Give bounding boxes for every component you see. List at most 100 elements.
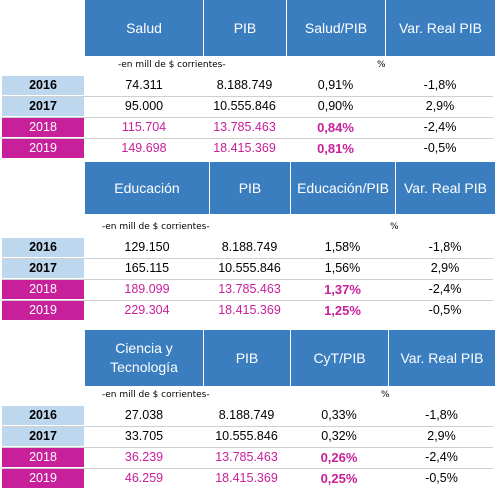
percent-note: % xyxy=(390,222,399,232)
year-cell: 2018 xyxy=(2,118,84,137)
percent-note: % xyxy=(381,390,390,400)
pib-cell: 13.785.463 xyxy=(213,120,276,134)
ratio-cell: 0,84% xyxy=(317,120,354,135)
row-divider xyxy=(2,96,493,97)
ratio-cell: 0,91% xyxy=(317,78,354,92)
value-cell: 46.259 xyxy=(124,471,164,485)
var-cell: -2,4% xyxy=(425,450,458,464)
var-cell: -1,8% xyxy=(423,78,457,92)
year-cell: 2016 xyxy=(2,76,84,95)
year-cell: 2017 xyxy=(2,259,84,278)
var-cell: -0,5% xyxy=(425,471,458,485)
header-var-real-pib: Var. Real PIB xyxy=(395,162,495,214)
table-row: 2016 27.038 8.188.749 0,33% -1,8% xyxy=(0,406,495,425)
table-row: 2016 74.311 8.188.749 0,91% -1,8% xyxy=(0,76,495,95)
row-divider xyxy=(2,447,493,448)
row-divider xyxy=(2,279,493,280)
ratio-cell: 1,58% xyxy=(324,240,361,254)
table-row: 2017 165.115 10.555.846 1,56% 2,9% xyxy=(0,259,495,278)
row-divider xyxy=(2,138,493,139)
header-pib: PIB xyxy=(209,162,290,214)
var-cell: 2,9% xyxy=(430,261,460,275)
year-cell: 2016 xyxy=(2,238,84,257)
header-pib: PIB xyxy=(203,330,290,386)
header-ciencia-tecnologia: Ciencia y Tecnología xyxy=(85,330,203,386)
table-row: 2018 115.704 13.785.463 0,84% -2,4% xyxy=(0,118,495,137)
header-salud: Salud xyxy=(85,0,203,56)
value-cell: 229.304 xyxy=(124,303,170,317)
ratio-cell: 1,56% xyxy=(324,261,361,275)
var-cell: 2,9% xyxy=(427,429,456,443)
var-cell: -0,5% xyxy=(428,303,462,317)
value-cell: 165.115 xyxy=(124,261,170,275)
ratio-cell: 1,25% xyxy=(324,303,361,318)
pib-cell: 13.785.463 xyxy=(215,450,278,464)
pib-cell: 8.188.749 xyxy=(218,408,275,422)
unit-note: -en mill de $ corrientes- xyxy=(102,390,210,400)
header-educacion: Educación xyxy=(85,162,209,214)
ratio-cell: 0,33% xyxy=(321,408,357,422)
row-divider xyxy=(2,426,493,427)
table-row: 2019 149.698 18.415.369 0,81% -0,5% xyxy=(0,139,495,158)
table-row: 2016 129.150 8.188.749 1,58% -1,8% xyxy=(0,238,495,257)
header-var-real-pib: Var. Real PIB xyxy=(385,0,495,56)
year-cell: 2019 xyxy=(2,469,84,488)
year-cell: 2019 xyxy=(2,301,84,320)
ratio-cell: 0,81% xyxy=(317,141,354,156)
value-cell: 129.150 xyxy=(124,240,170,254)
header-ratio: Educación/PIB xyxy=(290,162,395,214)
table-salud: Salud PIB Salud/PIB Var. Real PIB -en mi… xyxy=(0,0,495,166)
year-cell: 2018 xyxy=(2,280,84,299)
table-ciencia-tecnologia: Ciencia y Tecnología PIB CyT/PIB Var. Re… xyxy=(0,330,495,494)
year-cell: 2017 xyxy=(2,97,84,116)
percent-note: % xyxy=(377,60,386,70)
value-cell: 95.000 xyxy=(124,99,164,113)
row-divider xyxy=(2,300,493,301)
value-cell: 33.705 xyxy=(124,429,164,443)
pib-cell: 18.415.369 xyxy=(215,471,278,485)
ratio-cell: 0,25% xyxy=(320,471,358,486)
table-row: 2018 189.099 13.785.463 1,37% -2,4% xyxy=(0,280,495,299)
pib-cell: 10.555.846 xyxy=(218,261,281,275)
row-divider xyxy=(2,117,493,118)
var-cell: -1,8% xyxy=(428,240,462,254)
value-cell: 74.311 xyxy=(125,78,163,92)
pib-cell: 18.415.369 xyxy=(213,141,276,155)
year-cell: 2019 xyxy=(2,139,84,158)
header-var-real-pib: Var. Real PIB xyxy=(388,330,495,386)
var-cell: -2,4% xyxy=(423,120,457,134)
year-cell: 2017 xyxy=(2,427,84,446)
var-cell: 2,9% xyxy=(425,99,455,113)
table-row: 2019 229.304 18.415.369 1,25% -0,5% xyxy=(0,301,495,320)
table-row: 2017 95.000 10.555.846 0,90% 2,9% xyxy=(0,97,495,116)
row-divider xyxy=(2,258,493,259)
ratio-cell: 0,90% xyxy=(317,99,354,113)
pib-cell: 10.555.846 xyxy=(213,99,276,113)
table-row: 2018 36.239 13.785.463 0,26% -2,4% xyxy=(0,448,495,467)
value-cell: 36.239 xyxy=(124,450,164,464)
pib-cell: 8.188.749 xyxy=(216,78,273,92)
table-educacion: Educación PIB Educación/PIB Var. Real PI… xyxy=(0,162,495,326)
table-row: 2019 46.259 18.415.369 0,25% -0,5% xyxy=(0,469,495,488)
header-ratio: CyT/PIB xyxy=(290,330,388,386)
ratio-cell: 1,37% xyxy=(324,282,361,297)
pib-cell: 13.785.463 xyxy=(218,282,281,296)
value-cell: 115.704 xyxy=(121,120,167,134)
header-ratio: Salud/PIB xyxy=(286,0,385,56)
value-cell: 189.099 xyxy=(124,282,170,296)
value-cell: 149.698 xyxy=(121,141,167,155)
pib-cell: 10.555.846 xyxy=(215,429,278,443)
pib-cell: 8.188.749 xyxy=(221,240,278,254)
year-cell: 2016 xyxy=(2,406,84,425)
header-pib: PIB xyxy=(203,0,286,56)
var-cell: -0,5% xyxy=(423,141,457,155)
ratio-cell: 0,26% xyxy=(320,450,358,465)
unit-note: -en mill de $ corrientes- xyxy=(102,222,210,232)
var-cell: -1,8% xyxy=(425,408,458,422)
year-cell: 2018 xyxy=(2,448,84,467)
value-cell: 27.038 xyxy=(124,408,164,422)
row-divider xyxy=(2,468,493,469)
unit-note: -en mill de $ corrientes- xyxy=(118,60,226,70)
table-row: 2017 33.705 10.555.846 0,32% 2,9% xyxy=(0,427,495,446)
ratio-cell: 0,32% xyxy=(321,429,357,443)
